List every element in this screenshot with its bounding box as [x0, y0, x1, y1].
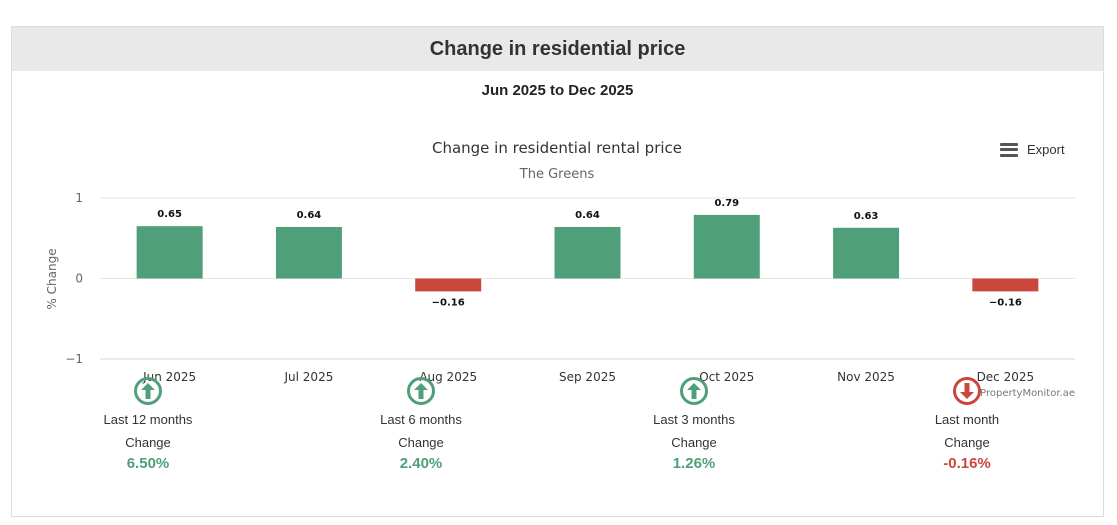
- arrow-up-circle-icon: [133, 376, 163, 406]
- chart-title: Change in residential rental price: [432, 139, 682, 157]
- summary-period: Last month: [934, 412, 1000, 427]
- data-label: 0.65: [157, 209, 182, 220]
- y-tick-label: 0: [75, 272, 83, 286]
- summary-change-label: Change: [125, 435, 171, 450]
- summary-period: Last 6 months: [380, 412, 462, 427]
- bar[interactable]: [415, 278, 482, 292]
- bars: [136, 214, 1039, 292]
- arrow-up-circle-icon: [406, 376, 436, 406]
- bar[interactable]: [136, 226, 203, 279]
- summary-item: Last month Change -0.16%: [887, 376, 1047, 472]
- data-label: −0.16: [989, 297, 1022, 308]
- bar[interactable]: [275, 226, 342, 279]
- summary-value: 2.40%: [399, 455, 443, 472]
- x-tick-label: Jul 2025: [284, 370, 334, 384]
- arrow-down-circle-icon: [952, 376, 982, 406]
- y-axis-label: % Change: [45, 248, 59, 309]
- export-label: Export: [1027, 142, 1065, 157]
- page-title: Change in residential price: [429, 37, 686, 60]
- bar[interactable]: [833, 227, 900, 279]
- x-tick-label: Nov 2025: [837, 370, 895, 384]
- bar[interactable]: [693, 214, 760, 279]
- menu-icon[interactable]: [1000, 142, 1018, 157]
- x-tick-label: Aug 2025: [419, 370, 477, 384]
- date-range: Jun 2025 to Dec 2025: [481, 82, 634, 99]
- summary-period: Last 3 months: [653, 412, 735, 427]
- summary-item: Last 6 months Change 2.40%: [341, 376, 501, 472]
- summary-change-label: Change: [398, 435, 444, 450]
- card-header: Change in residential price: [12, 27, 1103, 71]
- summary-change-label: Change: [671, 435, 717, 450]
- chart-credits[interactable]: PropertyMonitor.ae: [980, 388, 1075, 399]
- x-axis-ticks: Jun 2025 Jul 2025 Aug 2025 Sep 2025 Oct 2025…: [142, 370, 1034, 384]
- y-tick-label: 1: [75, 191, 83, 205]
- bar[interactable]: [972, 278, 1039, 292]
- x-tick-label: Oct 2025: [699, 370, 754, 384]
- summary-value: -0.16%: [943, 455, 991, 472]
- y-axis-ticks: 1 0 −1: [65, 191, 83, 366]
- data-labels: 0.65 0.64 −0.16 0.64 0.79 0.63 −0.16: [157, 198, 1022, 308]
- summary-period: Last 12 months: [103, 412, 193, 427]
- data-label: −0.16: [432, 297, 465, 308]
- y-tick-label: −1: [65, 352, 83, 366]
- summary-item: Last 3 months Change 1.26%: [614, 376, 774, 472]
- data-label: 0.64: [297, 210, 322, 221]
- arrow-up-circle-icon: [679, 376, 709, 406]
- bar[interactable]: [554, 226, 621, 279]
- summary-change-label: Change: [944, 435, 990, 450]
- data-label: 0.63: [854, 211, 879, 222]
- summary-item: Last 12 months Change 6.50%: [68, 376, 228, 472]
- data-label: 0.79: [714, 198, 739, 209]
- summary-value: 1.26%: [672, 455, 716, 472]
- x-tick-label: Dec 2025: [977, 370, 1035, 384]
- data-label: 0.64: [575, 210, 600, 221]
- export-button[interactable]: Export: [1000, 142, 1065, 157]
- x-tick-label: Sep 2025: [559, 370, 616, 384]
- summary-value: 6.50%: [126, 455, 170, 472]
- chart-subtitle: The Greens: [519, 167, 595, 182]
